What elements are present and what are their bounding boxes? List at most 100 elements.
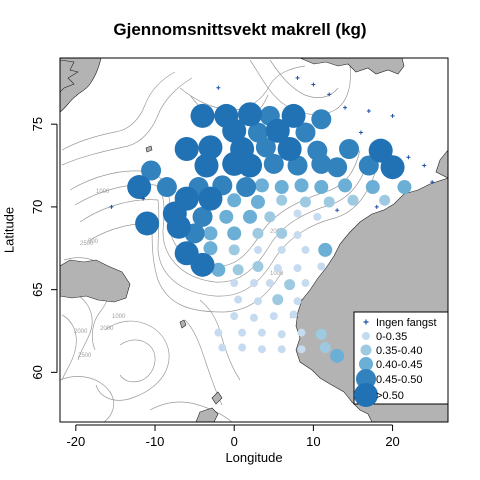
contour-line [149,401,233,422]
no-catch-stations [109,75,435,213]
catch-point [166,214,191,239]
catch-point [194,153,219,178]
catch-point [190,252,215,277]
contour-label: 1000 [270,271,284,277]
catch-point [247,122,268,143]
contour-line [60,376,115,422]
catch-point [289,310,298,319]
contour-line [119,339,156,383]
catch-point [358,155,379,176]
map-title: Gjennomsnittsvekt makrell (kg) [113,20,367,39]
legend-marker [356,369,376,389]
catch-point [203,226,218,241]
catch-point [243,209,258,224]
legend-label: 0.35-0.40 [376,345,422,357]
no-catch-marker [406,155,411,160]
y-tick-label: 60 [30,365,45,379]
catch-point [257,345,266,354]
catch-point [263,153,284,174]
catch-point [238,153,263,178]
catch-point [368,138,393,163]
catch-point [319,342,331,354]
catch-point [281,103,306,128]
catch-point [297,328,306,337]
catch-point [323,196,335,208]
catch-point [297,345,306,354]
catch-point [277,245,286,254]
catch-point [314,180,329,195]
x-axis-label: Longitude [225,450,283,465]
legend-label: Ingen fangst [376,317,437,329]
catch-point [214,328,223,337]
contour-line [61,314,77,381]
catch-point [269,312,278,321]
catch-point [127,175,152,200]
no-catch-marker [430,180,435,185]
catch-point [327,157,348,178]
catch-point [293,264,302,273]
y-tick-label: 75 [30,117,45,131]
catch-point [265,118,290,143]
no-catch-marker [335,208,340,213]
catch-point [174,137,199,161]
x-tick-label: -20 [66,434,85,449]
no-catch-marker [358,130,363,135]
catch-point [253,297,262,306]
land-iceland [60,259,131,303]
catch-point [230,279,239,288]
catch-point [203,241,218,256]
contour-label: 2000 [74,329,88,335]
catch-point [397,180,412,195]
catch-point [198,135,223,160]
land-faroe [179,319,187,329]
contour-label: 2500 [80,241,94,247]
catch-point [264,211,276,223]
catch-point [313,212,322,221]
catch-point [338,178,353,193]
x-tick-label: 20 [385,434,399,449]
contour-label: 1000 [112,314,126,320]
y-tick-label: 65 [30,282,45,296]
contour-line [184,319,223,406]
catch-point [277,345,286,354]
catch-point [250,279,258,288]
catch-points [127,102,412,363]
no-catch-marker [390,113,395,118]
legend-marker [354,383,378,407]
contour-label: 2500 [78,353,92,359]
catch-point [228,244,240,256]
catch-point [135,211,160,236]
contour-line [89,223,283,313]
catch-point [250,194,265,209]
legend-label: 0-0.35 [376,331,407,343]
legend: Ingen fangst 0-0.35 0.35-0.40 0.40-0.45 0.45… [353,311,449,407]
catch-point [218,343,227,352]
no-catch-marker [366,108,371,113]
catch-point [299,196,311,208]
no-catch-marker [422,163,427,168]
legend-marker [363,319,369,325]
no-catch-marker [216,85,221,90]
catch-point [232,264,244,276]
catch-point [257,328,266,337]
catch-point [198,186,223,211]
catch-point [252,227,264,239]
land-svalbard [299,58,405,75]
catch-point [265,279,274,288]
catch-point [230,312,239,321]
catch-point [250,313,258,322]
catch-point [301,279,310,288]
contour-line [79,169,377,297]
catch-point [379,194,391,206]
catch-point [380,155,405,180]
contour-line [249,59,351,115]
catch-point [156,177,177,198]
catch-point [227,226,242,241]
catch-point [276,227,288,239]
catch-point [236,177,257,198]
catch-point [190,103,215,128]
plot-frame [59,57,449,423]
contour-line [61,71,176,151]
land-greenland-coast [60,59,79,93]
